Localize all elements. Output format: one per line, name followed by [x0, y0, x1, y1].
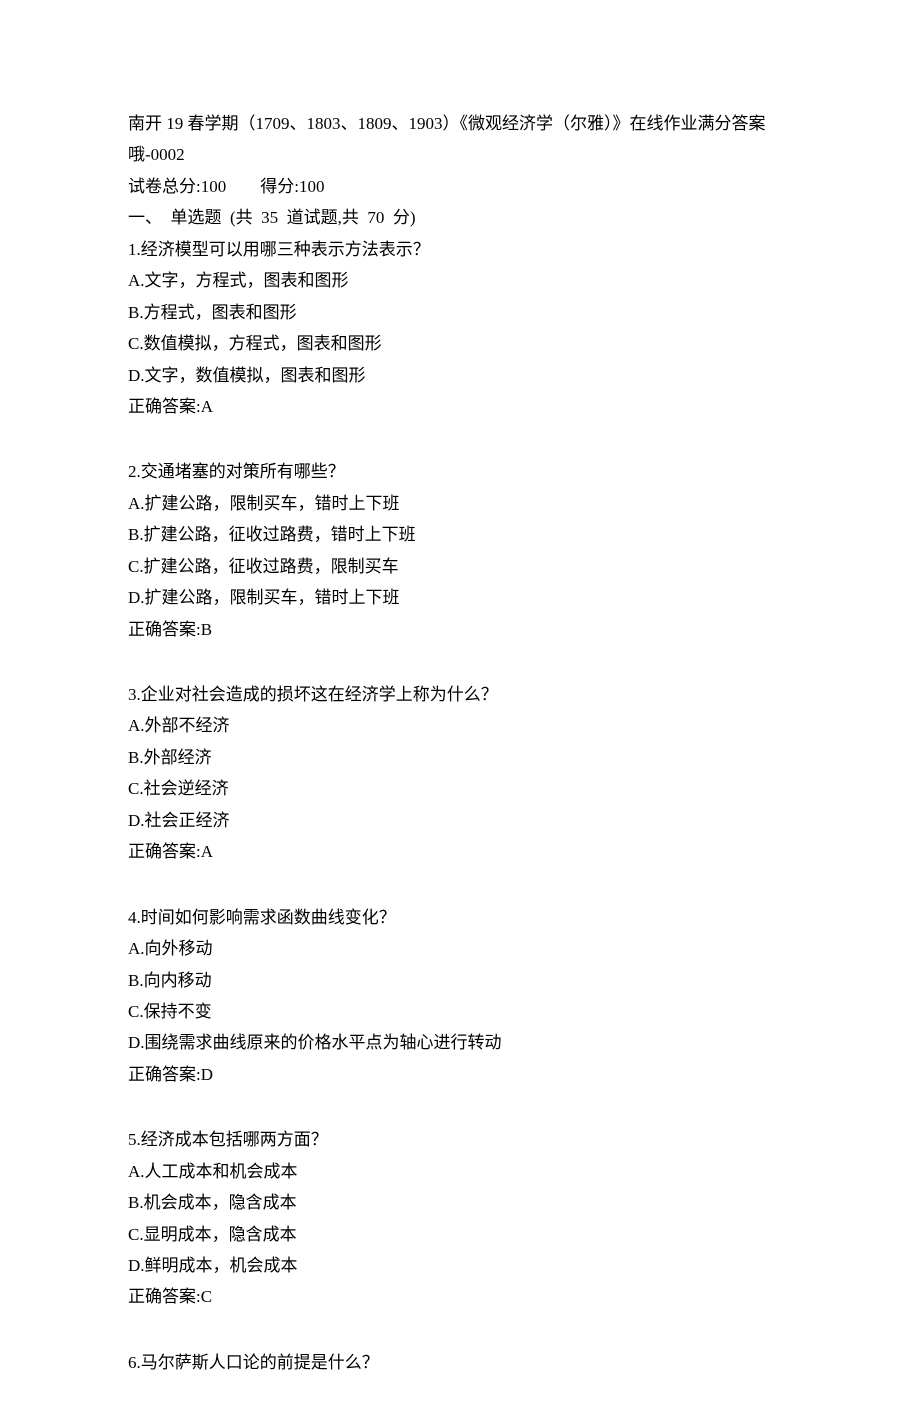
question-option: B.机会成本，隐含成本: [128, 1187, 792, 1218]
question-option: D.鲜明成本，机会成本: [128, 1250, 792, 1281]
question-option: A.文字，方程式，图表和图形: [128, 265, 792, 296]
document-page: 南开 19 春学期（1709、1803、1809、1903）《微观经济学（尔雅）…: [0, 0, 920, 1418]
question-block: 1.经济模型可以用哪三种表示方法表示？ A.文字，方程式，图表和图形 B.方程式…: [128, 234, 792, 423]
section-heading: 一、 单选题 (共 35 道试题,共 70 分): [128, 202, 792, 233]
question-option: B.向内移动: [128, 965, 792, 996]
question-stem: 6.马尔萨斯人口论的前提是什么？: [128, 1347, 792, 1378]
exam-score-line: 试卷总分:100 得分:100: [128, 171, 792, 202]
question-stem: 3.企业对社会造成的损坏这在经济学上称为什么？: [128, 679, 792, 710]
question-option: B.方程式，图表和图形: [128, 297, 792, 328]
question-stem: 2.交通堵塞的对策所有哪些？: [128, 456, 792, 487]
question-answer: 正确答案:A: [128, 836, 792, 867]
question-option: C.保持不变: [128, 996, 792, 1027]
exam-title: 南开 19 春学期（1709、1803、1809、1903）《微观经济学（尔雅）…: [128, 108, 792, 171]
question-block: 3.企业对社会造成的损坏这在经济学上称为什么？ A.外部不经济 B.外部经济 C…: [128, 679, 792, 868]
question-option: B.扩建公路，征收过路费，错时上下班: [128, 519, 792, 550]
question-answer: 正确答案:B: [128, 614, 792, 645]
question-block: 2.交通堵塞的对策所有哪些？ A.扩建公路，限制买车，错时上下班 B.扩建公路，…: [128, 456, 792, 645]
question-option: C.扩建公路，征收过路费，限制买车: [128, 551, 792, 582]
question-option: D.围绕需求曲线原来的价格水平点为轴心进行转动: [128, 1027, 792, 1058]
question-option: C.社会逆经济: [128, 773, 792, 804]
question-answer: 正确答案:D: [128, 1059, 792, 1090]
question-option: A.扩建公路，限制买车，错时上下班: [128, 488, 792, 519]
question-option: D.社会正经济: [128, 805, 792, 836]
question-option: A.向外移动: [128, 933, 792, 964]
question-block: 4.时间如何影响需求函数曲线变化？ A.向外移动 B.向内移动 C.保持不变 D…: [128, 902, 792, 1091]
question-option: A.人工成本和机会成本: [128, 1156, 792, 1187]
question-option: D.文字，数值模拟，图表和图形: [128, 360, 792, 391]
question-option: B.外部经济: [128, 742, 792, 773]
question-stem: 4.时间如何影响需求函数曲线变化？: [128, 902, 792, 933]
question-answer: 正确答案:A: [128, 391, 792, 422]
question-option: C.显明成本，隐含成本: [128, 1219, 792, 1250]
question-option: C.数值模拟，方程式，图表和图形: [128, 328, 792, 359]
question-option: A.外部不经济: [128, 710, 792, 741]
question-option: D.扩建公路，限制买车，错时上下班: [128, 582, 792, 613]
question-block: 5.经济成本包括哪两方面？ A.人工成本和机会成本 B.机会成本，隐含成本 C.…: [128, 1124, 792, 1313]
question-stem: 1.经济模型可以用哪三种表示方法表示？: [128, 234, 792, 265]
question-block: 6.马尔萨斯人口论的前提是什么？: [128, 1347, 792, 1378]
question-answer: 正确答案:C: [128, 1281, 792, 1312]
question-stem: 5.经济成本包括哪两方面？: [128, 1124, 792, 1155]
